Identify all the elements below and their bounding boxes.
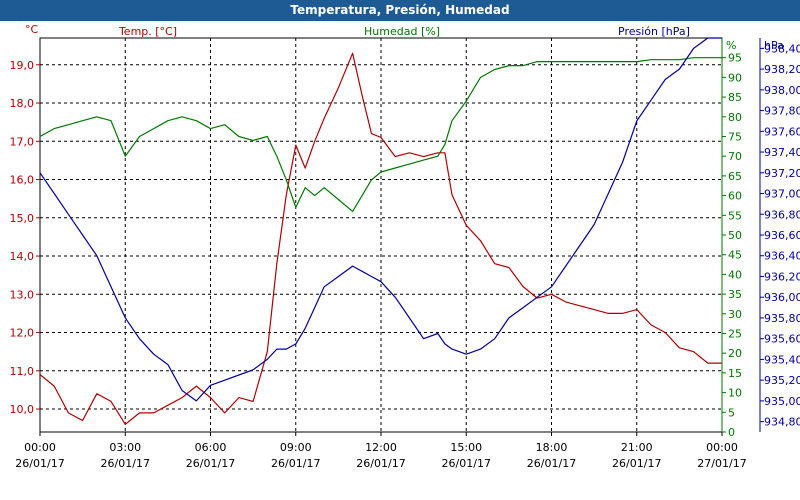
chart-canvas: 00:00 26/01/17 03:00 26/01/17 06:00 26/01/17 0… bbox=[10, 23, 800, 470]
hum-tick-label: 80 bbox=[728, 111, 742, 124]
hum-tick-label: 70 bbox=[728, 150, 742, 163]
series-name: Humedad [%] bbox=[364, 25, 440, 38]
temp-tick-label: 16,0 bbox=[10, 174, 35, 187]
hum-tick-label: 35 bbox=[728, 288, 742, 301]
pres-tick-label: 936,20 bbox=[764, 270, 800, 283]
plot-border bbox=[39, 37, 723, 433]
series-name: Presión [hPa] bbox=[618, 25, 690, 38]
pres-tick-label: 935,60 bbox=[764, 333, 800, 346]
x-tick-label-date: 26/01/17 bbox=[271, 457, 320, 470]
x-tick-label-date: 26/01/17 bbox=[186, 457, 235, 470]
series-line bbox=[39, 52, 722, 425]
pres-tick-label: 936,60 bbox=[764, 229, 800, 242]
series-line bbox=[39, 57, 722, 212]
temp-tick-label: 17,0 bbox=[10, 135, 35, 148]
pres-tick-label: 937,80 bbox=[764, 105, 800, 118]
hum-tick-label: 95 bbox=[728, 52, 742, 65]
x-tick-label-date: 26/01/17 bbox=[356, 457, 405, 470]
hum-tick-label: 20 bbox=[728, 347, 742, 360]
pres-tick-label: 938,20 bbox=[764, 63, 800, 76]
series-lines bbox=[39, 37, 722, 425]
hum-tick-label: 65 bbox=[728, 170, 742, 183]
x-tick-label-time: 15:00 bbox=[450, 441, 482, 454]
temp-tick-label: 14,0 bbox=[10, 250, 35, 263]
axes: 00:00 26/01/17 03:00 26/01/17 06:00 26/01/17 0… bbox=[10, 23, 800, 470]
temp-unit: °C bbox=[25, 23, 39, 36]
pres-tick-label: 938,00 bbox=[764, 84, 800, 97]
plot-frame bbox=[39, 37, 723, 433]
pres-tick-label: 936,80 bbox=[764, 208, 800, 221]
x-tick-label-time: 00:00 bbox=[706, 441, 738, 454]
pres-tick-label: 937,40 bbox=[764, 146, 800, 159]
grid bbox=[40, 38, 722, 432]
x-tick-label-date: 26/01/17 bbox=[612, 457, 661, 470]
hum-tick-label: 55 bbox=[728, 209, 742, 222]
hum-tick-label: 30 bbox=[728, 308, 742, 321]
x-tick-label-date: 26/01/17 bbox=[15, 457, 64, 470]
x-tick-label-time: 06:00 bbox=[195, 441, 227, 454]
temp-tick-label: 13,0 bbox=[10, 288, 35, 301]
x-tick-label-date: 26/01/17 bbox=[442, 457, 491, 470]
temp-tick-label: 11,0 bbox=[10, 365, 35, 378]
pres-tick-label: 934,80 bbox=[764, 416, 800, 429]
pres-tick-label: 937,00 bbox=[764, 188, 800, 201]
hum-unit: % bbox=[726, 39, 736, 52]
hum-tick-label: 50 bbox=[728, 229, 742, 242]
temp-tick-label: 10,0 bbox=[10, 403, 35, 416]
pres-tick-label: 937,20 bbox=[764, 167, 800, 180]
hum-tick-label: 0 bbox=[728, 426, 735, 439]
pres-tick-label: 935,00 bbox=[764, 395, 800, 408]
x-tick-label-date: 26/01/17 bbox=[101, 457, 150, 470]
hum-tick-label: 10 bbox=[728, 387, 742, 400]
temp-tick-label: 19,0 bbox=[10, 59, 35, 72]
pres-tick-label: 935,20 bbox=[764, 374, 800, 387]
x-tick-label-time: 03:00 bbox=[109, 441, 141, 454]
series-line bbox=[39, 37, 722, 402]
x-tick-label-time: 00:00 bbox=[24, 441, 56, 454]
x-tick-label-time: 18:00 bbox=[536, 441, 568, 454]
pres-tick-label: 937,60 bbox=[764, 125, 800, 138]
pres-tick-label: 935,80 bbox=[764, 312, 800, 325]
hum-tick-label: 5 bbox=[728, 406, 735, 419]
hum-tick-label: 90 bbox=[728, 71, 742, 84]
hum-tick-label: 40 bbox=[728, 268, 742, 281]
chart-title: Temperatura, Presión, Humedad bbox=[0, 0, 800, 21]
temp-tick-label: 15,0 bbox=[10, 212, 35, 225]
pres-unit: hPa bbox=[764, 39, 784, 52]
temp-tick-label: 12,0 bbox=[10, 327, 35, 340]
hum-tick-label: 85 bbox=[728, 91, 742, 104]
hum-tick-label: 75 bbox=[728, 131, 742, 144]
pres-tick-label: 936,40 bbox=[764, 250, 800, 263]
series-name: Temp. [°C] bbox=[118, 25, 177, 38]
x-tick-label-time: 21:00 bbox=[621, 441, 653, 454]
x-tick-label-date: 27/01/17 bbox=[697, 457, 746, 470]
hum-tick-label: 25 bbox=[728, 328, 742, 341]
temp-tick-label: 18,0 bbox=[10, 97, 35, 110]
hum-tick-label: 15 bbox=[728, 367, 742, 380]
pres-tick-label: 935,40 bbox=[764, 353, 800, 366]
x-tick-label-date: 26/01/17 bbox=[527, 457, 576, 470]
hum-tick-label: 60 bbox=[728, 190, 742, 203]
pres-tick-label: 938,40 bbox=[764, 42, 800, 55]
x-tick-label-time: 12:00 bbox=[365, 441, 397, 454]
x-tick-label-time: 09:00 bbox=[280, 441, 312, 454]
hum-tick-label: 45 bbox=[728, 249, 742, 262]
pres-tick-label: 936,00 bbox=[764, 291, 800, 304]
